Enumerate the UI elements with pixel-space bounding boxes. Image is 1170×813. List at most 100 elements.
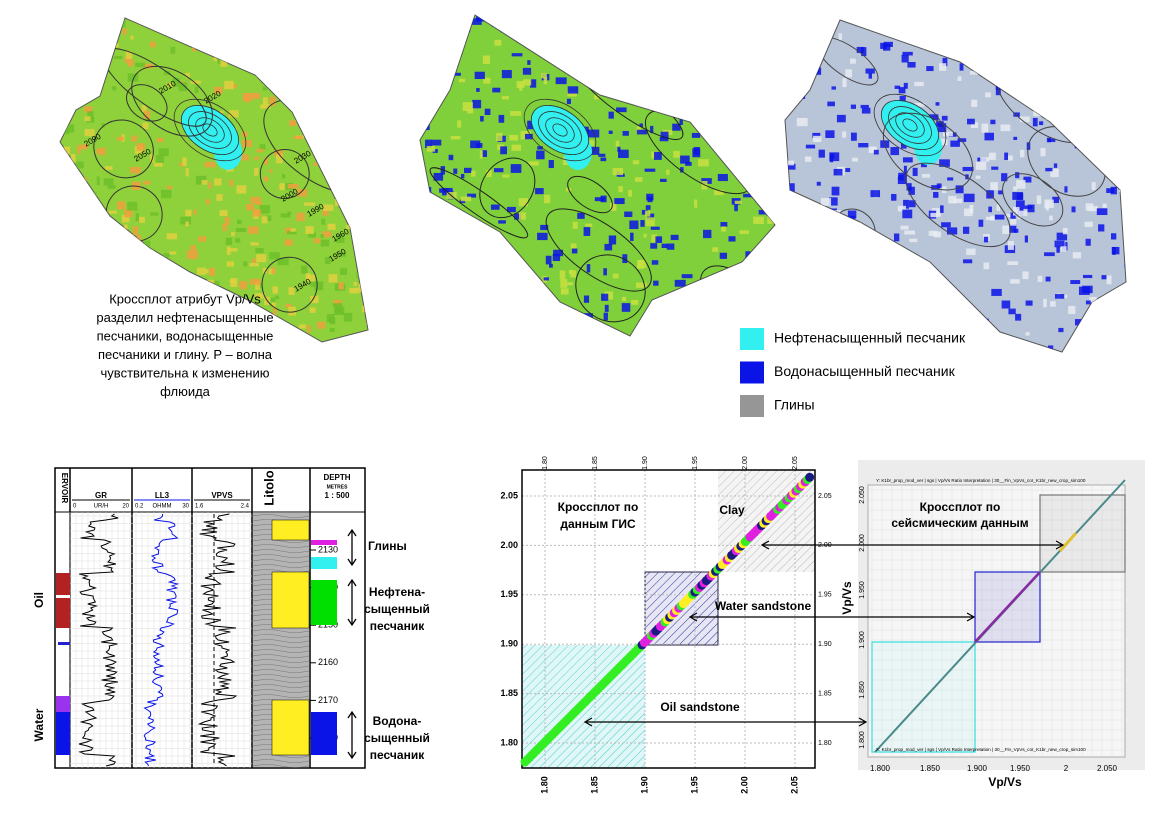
map-cell [111,86,117,91]
contour [1002,173,1064,227]
y-tick-label-right: 1.90 [818,641,832,648]
map-cell [772,49,775,57]
map-cell [144,63,154,69]
map-cell [163,252,171,258]
map-cell [700,315,705,323]
map-cell [72,43,81,50]
map-cell [1079,49,1086,56]
map-cell [763,25,768,31]
map-cell [1062,227,1068,235]
shale-hatch [252,754,310,758]
map-cell [123,224,128,230]
map-cell [1114,41,1119,48]
map-cell [898,249,903,256]
map-cell [360,27,368,32]
map-cell [264,157,269,165]
map-cell [276,154,283,164]
map-cell [643,233,647,238]
map-cell [739,100,749,110]
map-cell [281,174,286,179]
map-cell [320,239,330,247]
map-cell [328,274,338,283]
shale-hatch [252,629,310,633]
map-cell [600,157,607,162]
map-cell [614,198,625,205]
contour [873,93,947,157]
map-cell [907,61,916,68]
oil-zone [564,134,592,170]
map-cell [984,132,994,141]
map-cell [248,226,259,234]
map-cell [518,212,526,220]
map-cell [76,161,84,169]
map-cell [874,240,883,249]
map-cell [512,272,523,278]
map-cell [708,18,719,25]
reservoir-header: ERVOIR [60,473,69,504]
trend-water [974,571,1041,643]
map-cell [193,31,203,39]
map-cell [341,164,351,171]
map-cell [364,291,368,299]
map-cell [694,103,705,108]
map-cell [865,68,875,74]
map-cell [543,37,554,46]
map-cell [364,83,368,92]
map-cell [734,203,738,212]
map-cell [975,175,981,179]
map-cell [963,193,975,203]
contour [882,112,974,191]
map-cell [758,209,770,215]
map-cell [577,212,585,219]
map-cell [884,277,893,285]
map-cell [308,232,316,238]
map-cell [1005,213,1012,218]
map-cell [793,303,802,312]
map-cell [1043,50,1052,55]
annotation: песчаник [370,748,425,762]
x-tick-label: 1.900 [967,764,988,773]
map-cell [228,248,238,252]
map-cell [966,248,976,255]
y-tick-label: 1.950 [859,581,866,599]
annotation: Нефтена- [369,585,425,599]
map-cell [762,166,766,174]
map-cell [720,222,728,227]
contour [173,98,247,162]
x-tick-label-top: 1.80 [542,456,549,470]
map-cell [785,163,796,170]
map-cell [153,162,163,167]
map-cell [1046,61,1056,65]
map-cell [939,63,947,71]
map-cell [576,58,584,65]
map-cell [304,132,312,137]
plot-title: данным ГИС [560,517,636,531]
facies [311,580,337,625]
map-cell [1008,308,1016,315]
shale-hatch [252,764,310,768]
map-cell [760,77,772,83]
map-cell [355,36,360,41]
map-cell [969,31,979,39]
plot-title: Кроссплот по [558,500,639,514]
map-cell [919,315,925,320]
x-tick-label-top: 1.95 [692,456,699,470]
map-cell [226,22,234,26]
map-cell [486,169,492,178]
map-cell [845,69,852,78]
map-cell [1010,219,1017,226]
map-cell [421,26,430,32]
map-cell [516,80,525,88]
map-cell [95,29,104,36]
map-cell [701,89,712,98]
map-cell [198,236,207,242]
map-cell [1121,94,1126,103]
map-cell [604,84,614,90]
map-cell [331,60,338,67]
map-cell [873,149,879,155]
map-cell [225,168,234,172]
annotation: песчаник [370,619,425,633]
map-cell [1044,252,1055,257]
map-cell [170,46,176,54]
map-cell [812,132,821,138]
